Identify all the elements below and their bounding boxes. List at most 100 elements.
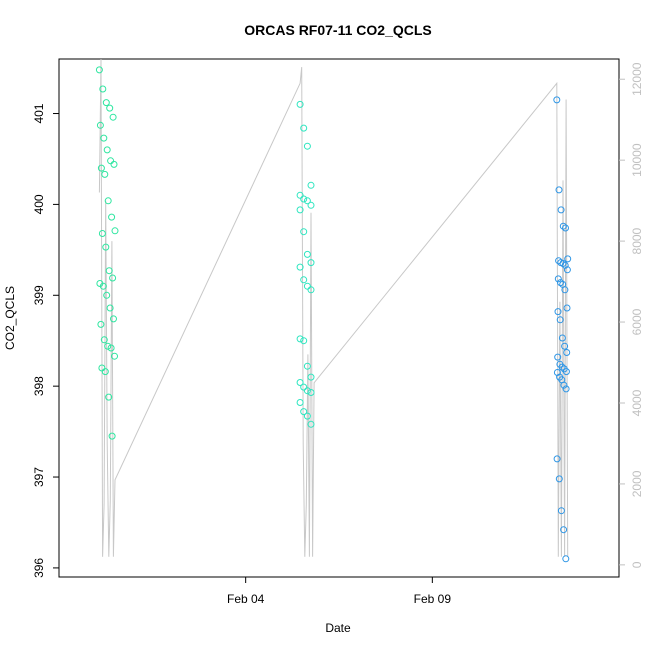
data-point: [553, 455, 561, 463]
data-point: [109, 274, 117, 282]
data-point: [307, 286, 315, 294]
data-point: [101, 170, 109, 178]
data-point: [307, 181, 315, 189]
data-point: [307, 373, 315, 381]
data-point: [559, 222, 567, 230]
data-point: [296, 100, 304, 108]
data-point: [554, 275, 562, 283]
data-point: [110, 315, 117, 323]
data-point: [563, 304, 571, 312]
data-point: [111, 352, 118, 360]
x-tick-label: Feb 09: [414, 592, 452, 606]
x-tick-label: Feb 04: [227, 592, 265, 606]
data-points-layer: [95, 66, 572, 563]
data-point: [95, 66, 103, 74]
data-point: [296, 191, 304, 199]
data-point: [296, 399, 304, 406]
data-point: [110, 160, 118, 168]
data-point: [96, 121, 104, 129]
data-point: [98, 230, 106, 237]
data-point: [300, 195, 308, 203]
data-point: [106, 104, 114, 112]
data-point: [102, 99, 110, 107]
secondary-line-layer: [98, 58, 569, 557]
y-tick-label: 401: [32, 103, 46, 123]
secondary-line: [98, 58, 569, 557]
y2-tick-label: 10000: [630, 143, 644, 177]
data-point: [296, 206, 304, 214]
data-point: [300, 408, 308, 416]
y-tick-label: 398: [32, 376, 46, 396]
data-point: [307, 201, 315, 209]
data-point: [303, 412, 311, 420]
data-point: [103, 291, 111, 299]
y2-tick-label: 2000: [630, 470, 644, 497]
data-point: [300, 124, 308, 132]
data-point: [108, 432, 116, 440]
data-point: [562, 368, 570, 376]
data-point: [558, 363, 566, 371]
y2-tick-label: 0: [630, 561, 644, 568]
y2-tick-label: 12000: [630, 62, 644, 96]
data-point: [105, 393, 113, 401]
y2-tick-label: 4000: [630, 389, 644, 416]
data-point: [111, 227, 119, 235]
data-point: [296, 335, 304, 343]
data-point: [554, 353, 562, 361]
data-point: [557, 206, 565, 214]
data-point: [557, 507, 565, 515]
data-point: [303, 362, 311, 370]
data-point: [558, 334, 566, 342]
data-point: [560, 381, 568, 389]
data-point: [562, 385, 570, 393]
data-point: [555, 475, 563, 483]
y-tick-label: 397: [32, 467, 46, 487]
data-point: [296, 263, 304, 271]
data-point: [560, 526, 568, 534]
data-point: [108, 213, 116, 221]
data-point: [300, 337, 308, 345]
data-point: [557, 279, 564, 287]
data-point: [101, 368, 109, 376]
data-point: [561, 286, 569, 294]
data-point: [105, 267, 113, 275]
data-point: [303, 142, 311, 150]
y-tick-label: 399: [32, 285, 46, 305]
data-point: [300, 383, 308, 391]
chart-title: ORCAS RF07-11 CO2_QCLS: [244, 22, 432, 38]
data-point: [554, 308, 562, 316]
data-point: [303, 197, 311, 205]
y2-tick-label: 8000: [630, 227, 644, 254]
data-point: [563, 349, 571, 356]
data-point: [300, 276, 308, 284]
data-point: [107, 344, 115, 352]
data-point: [562, 555, 570, 563]
data-point: [307, 420, 315, 428]
data-point: [303, 250, 311, 258]
y-tick-label: 400: [32, 194, 46, 214]
axes-layer: 396 397 398 399 400 401 0 2000 4000 6000 8000 10000…: [32, 62, 644, 606]
data-point: [303, 282, 311, 290]
plot-frame: [58, 58, 620, 578]
data-point: [109, 113, 117, 121]
data-point: [99, 282, 107, 290]
data-point: [103, 146, 111, 154]
data-point: [100, 134, 108, 142]
data-point: [307, 259, 315, 267]
data-point: [97, 164, 105, 172]
data-point: [564, 255, 572, 263]
data-point: [553, 96, 561, 104]
data-point: [303, 387, 311, 395]
y-tick-label: 396: [32, 558, 46, 578]
data-point: [561, 342, 569, 350]
data-point: [102, 243, 110, 251]
data-point: [106, 304, 114, 312]
y2-tick-label: 6000: [630, 308, 644, 335]
data-point: [300, 228, 308, 236]
data-point: [97, 320, 105, 328]
data-point: [104, 197, 112, 205]
y-axis-label: CO2_QCLS: [3, 286, 17, 350]
data-point: [559, 260, 567, 267]
data-point: [99, 85, 107, 93]
